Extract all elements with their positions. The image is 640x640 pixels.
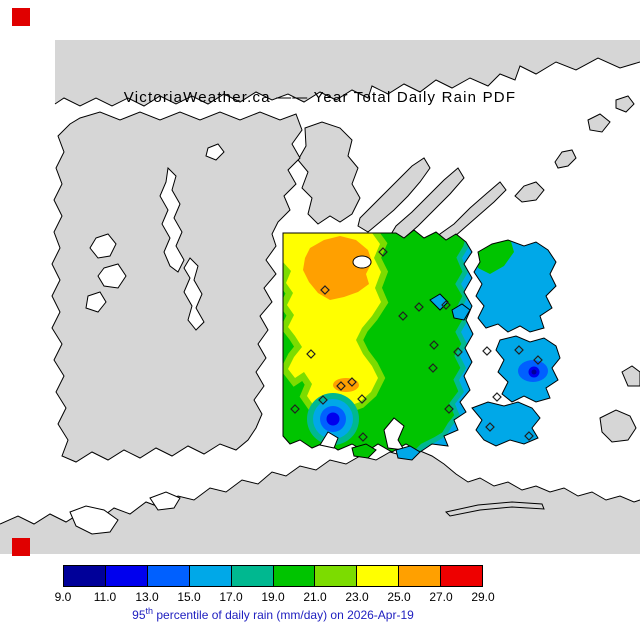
station-marker	[398, 311, 408, 321]
station-marker	[524, 431, 534, 441]
station-marker	[428, 363, 438, 373]
station-marker	[444, 404, 454, 414]
secondary-low-spot	[518, 360, 548, 382]
land-mainland-north	[54, 40, 640, 107]
high-center-blob	[303, 236, 372, 300]
small-lake	[352, 255, 372, 269]
caption-base: 95	[132, 608, 146, 622]
colorbar-tick-label: 21.0	[303, 590, 327, 604]
station-markers	[290, 247, 543, 442]
peninsula-coastline	[282, 229, 474, 453]
colorbar-tick-label: 29.0	[471, 590, 495, 604]
station-marker	[347, 377, 357, 387]
colorbar-tick-label: 25.0	[387, 590, 411, 604]
colorbar-cell	[399, 566, 442, 586]
colorbar-tick-label: 9.0	[54, 590, 72, 604]
station-marker	[357, 394, 367, 404]
station-marker	[320, 285, 330, 295]
colorbar-cell	[231, 566, 274, 586]
station-marker	[514, 345, 524, 355]
corner-mark-bottom	[12, 538, 30, 556]
station-marker	[441, 300, 451, 310]
page-title: VictoriaWeather.ca —— Year Total Daily R…	[123, 89, 517, 106]
colorbar-tick-labels: 9.0 11.0 13.0 15.0 17.0 19.0 21.0 23.0 25.0 27.0 2…	[55, 590, 495, 604]
colorbar-tick-label: 23.0	[345, 590, 369, 604]
station-marker	[336, 381, 346, 391]
dungeness-spit	[444, 501, 545, 517]
station-marker	[358, 432, 368, 442]
corner-mark-top	[12, 8, 30, 26]
colorbar-caption: 95th percentile of daily rain (mm/day) o…	[63, 606, 483, 622]
caption-rest: percentile of daily rain (mm/day) on 202…	[153, 608, 414, 622]
station-marker	[453, 347, 463, 357]
vancouver-island-land	[51, 111, 303, 463]
low-center-rings	[307, 393, 359, 445]
station-marker	[318, 395, 328, 405]
station-marker	[482, 346, 492, 356]
colorbar-tick-label: 15.0	[177, 590, 201, 604]
colorbar-cell	[105, 566, 148, 586]
station-marker	[306, 349, 316, 359]
colorbar-legend	[63, 565, 483, 587]
colorbar-tick-label: 13.0	[135, 590, 159, 604]
colorbar-cell	[273, 566, 316, 586]
colorbar-cell	[64, 566, 106, 586]
station-marker	[485, 422, 495, 432]
rain-field-peninsula	[283, 230, 473, 452]
caption-superscript: th	[145, 606, 154, 616]
colorbar-tick-label: 11.0	[93, 590, 117, 604]
colorbar-cell	[189, 566, 232, 586]
colorbar-cell	[357, 566, 400, 586]
rain-field-islands	[351, 239, 561, 461]
station-marker	[533, 355, 543, 365]
eastern-small-islands	[599, 365, 640, 443]
olympic-peninsula-land	[0, 449, 640, 554]
station-marker	[414, 302, 424, 312]
inland-lakes	[85, 143, 225, 331]
colorbar-tick-label: 27.0	[429, 590, 453, 604]
colorbar-tick-label: 17.0	[219, 590, 243, 604]
station-marker	[429, 340, 439, 350]
station-marker	[378, 247, 388, 257]
station-marker	[492, 392, 502, 402]
colorbar-cell	[315, 566, 358, 586]
colorbar-cell	[441, 566, 483, 586]
colorbar-tick-label: 19.0	[261, 590, 285, 604]
gulf-islands	[297, 95, 635, 245]
harbour-inlet-west	[319, 431, 339, 449]
colorbar-cell	[147, 566, 190, 586]
station-marker	[290, 404, 300, 414]
